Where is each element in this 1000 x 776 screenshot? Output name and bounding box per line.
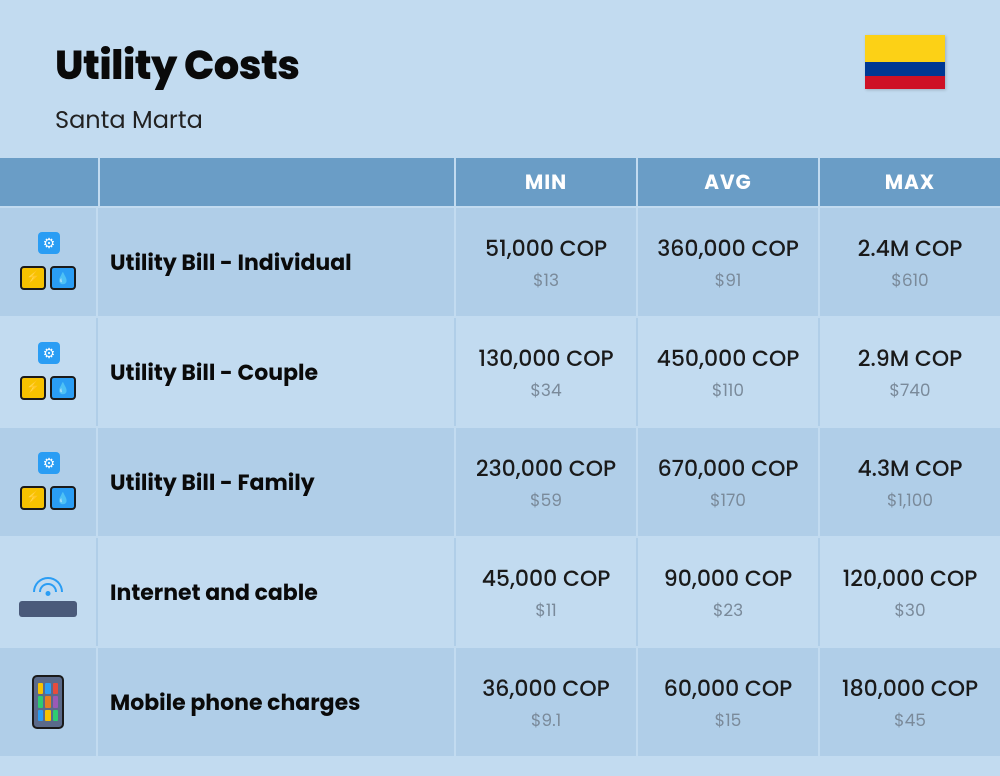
row-min: 45,000 COP$11 [454,538,636,646]
row-avg: 670,000 COP$170 [636,428,818,536]
header-icon-col [0,158,98,206]
cop-value: 90,000 COP [664,562,792,595]
cop-value: 450,000 COP [657,342,800,375]
header-min: MIN [454,158,636,206]
utility-icon [18,452,78,512]
cop-value: 51,000 COP [485,232,607,265]
row-max: 4.3M COP$1,100 [818,428,1000,536]
row-max: 2.4M COP$610 [818,208,1000,316]
row-icon-cell [0,538,98,646]
colombia-flag-icon [865,35,945,89]
usd-value: $610 [891,267,929,293]
utility-icon [18,342,78,402]
page-title: Utility Costs [55,35,300,95]
row-icon-cell [0,648,98,756]
utility-icon [18,232,78,292]
table-row: Mobile phone charges36,000 COP$9.160,000… [0,646,1000,756]
usd-value: $30 [894,597,925,623]
row-avg: 360,000 COP$91 [636,208,818,316]
usd-value: $170 [710,487,746,513]
row-avg: 90,000 COP$23 [636,538,818,646]
cop-value: 130,000 COP [478,342,613,375]
row-min: 230,000 COP$59 [454,428,636,536]
cop-value: 360,000 COP [657,232,799,265]
usd-value: $9.1 [531,707,561,733]
usd-value: $110 [712,377,744,403]
row-avg: 450,000 COP$110 [636,318,818,426]
row-label: Utility Bill - Individual [98,208,454,316]
usd-value: $23 [713,597,743,623]
phone-icon [32,675,64,729]
header-avg: AVG [636,158,818,206]
usd-value: $34 [530,377,561,403]
row-icon-cell [0,208,98,316]
cop-value: 4.3M COP [857,452,962,485]
table-header-row: MIN AVG MAX [0,158,1000,206]
row-label: Internet and cable [98,538,454,646]
table-row: Utility Bill - Individual51,000 COP$1336… [0,206,1000,316]
cop-value: 180,000 COP [842,672,978,705]
cop-value: 670,000 COP [658,452,799,485]
cop-value: 2.4M COP [858,232,963,265]
table-row: Internet and cable45,000 COP$1190,000 CO… [0,536,1000,646]
cop-value: 60,000 COP [664,672,793,705]
cop-value: 2.9M COP [858,342,962,375]
table-row: Utility Bill - Couple130,000 COP$34450,0… [0,316,1000,426]
table-body: Utility Bill - Individual51,000 COP$1336… [0,206,1000,756]
row-label: Utility Bill - Family [98,428,454,536]
page-subtitle: Santa Marta [55,103,300,138]
header-max: MAX [818,158,1000,206]
header-text: Utility Costs Santa Marta [55,35,300,138]
row-avg: 60,000 COP$15 [636,648,818,756]
cop-value: 230,000 COP [476,452,616,485]
cop-value: 45,000 COP [482,562,611,595]
table-row: Utility Bill - Family230,000 COP$59670,0… [0,426,1000,536]
usd-value: $45 [894,707,926,733]
usd-value: $13 [533,267,559,293]
usd-value: $15 [715,707,742,733]
row-min: 130,000 COP$34 [454,318,636,426]
usd-value: $1,100 [887,487,933,513]
cost-table: MIN AVG MAX Utility Bill - Individual51,… [0,158,1000,756]
cop-value: 120,000 COP [843,562,978,595]
header: Utility Costs Santa Marta [0,0,1000,158]
header-label-col [98,158,454,206]
cop-value: 36,000 COP [482,672,610,705]
row-max: 120,000 COP$30 [818,538,1000,646]
usd-value: $59 [530,487,562,513]
row-label: Mobile phone charges [98,648,454,756]
usd-value: $740 [889,377,930,403]
row-max: 180,000 COP$45 [818,648,1000,756]
row-icon-cell [0,318,98,426]
router-icon [19,577,77,617]
row-min: 36,000 COP$9.1 [454,648,636,756]
row-min: 51,000 COP$13 [454,208,636,316]
row-icon-cell [0,428,98,536]
row-label: Utility Bill - Couple [98,318,454,426]
row-max: 2.9M COP$740 [818,318,1000,426]
usd-value: $91 [715,267,742,293]
usd-value: $11 [535,597,556,623]
